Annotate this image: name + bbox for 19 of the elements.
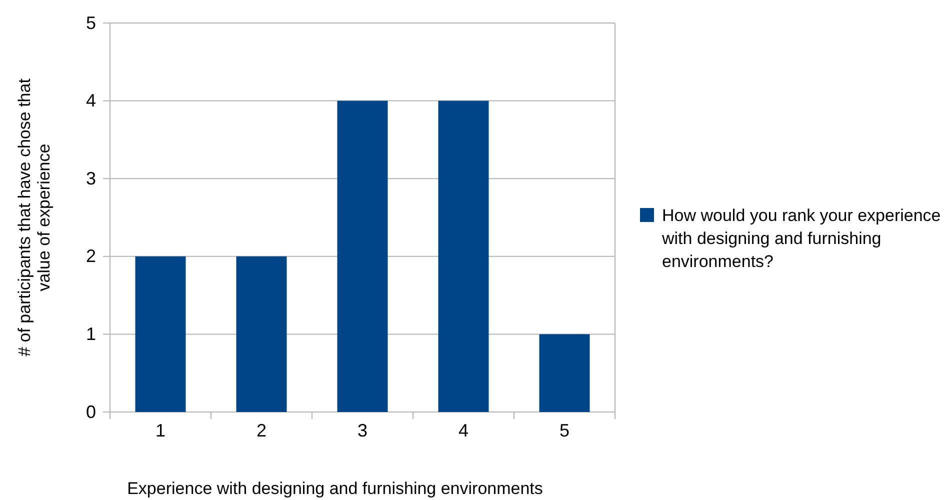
x-axis-title: Experience with designing and furnishing environments bbox=[127, 479, 543, 498]
y-tick-label: 5 bbox=[86, 12, 96, 33]
x-tick-label: 2 bbox=[256, 420, 267, 441]
bar bbox=[438, 100, 489, 412]
y-tick-label: 2 bbox=[86, 246, 96, 266]
y-tick-label: 4 bbox=[86, 90, 96, 111]
legend-label: How would you rank your experience with designing and furnishing environments? bbox=[661, 206, 941, 271]
y-tick-label: 1 bbox=[86, 324, 96, 344]
x-tick-label: 4 bbox=[458, 420, 469, 441]
bar bbox=[135, 256, 186, 412]
bar bbox=[236, 256, 287, 412]
y-tick-label: 0 bbox=[86, 402, 96, 422]
x-tick-label: 3 bbox=[357, 420, 368, 441]
y-axis-title: # of participants that have chose that value of experience bbox=[15, 78, 54, 356]
x-tick-label: 5 bbox=[559, 420, 570, 441]
bar bbox=[539, 334, 590, 412]
x-tick-label: 1 bbox=[155, 420, 166, 441]
y-tick-label: 3 bbox=[86, 168, 96, 188]
bar bbox=[337, 100, 388, 412]
